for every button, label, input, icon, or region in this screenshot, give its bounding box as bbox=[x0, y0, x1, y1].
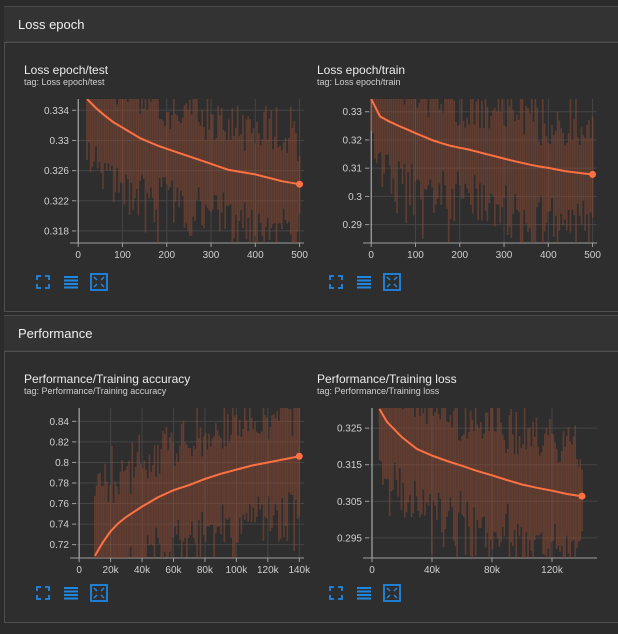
y-tick-label: 0.305 bbox=[337, 497, 362, 508]
y-tick-label: 0.82 bbox=[50, 437, 70, 448]
y-tick-label: 0.8 bbox=[55, 458, 69, 469]
section-header-performance[interactable]: Performance bbox=[4, 315, 618, 351]
fit-domain-icon[interactable] bbox=[90, 584, 108, 602]
x-tick-label: 0 bbox=[368, 250, 374, 261]
chart-training-loss[interactable]: 0.295 0.305 0.315 0.325 0 40k 80k 120k bbox=[317, 402, 607, 580]
chart-loss-epoch-test[interactable]: 0.318 0.322 0.326 0.33 0.334 0 100 200 300 400 500 bbox=[24, 93, 314, 265]
x-tick-label: 200 bbox=[158, 250, 175, 261]
series-end-point bbox=[295, 452, 303, 460]
series-end-point bbox=[578, 492, 586, 500]
chart-toolbar bbox=[327, 584, 401, 602]
card-tag: tag: Loss epoch/test bbox=[24, 77, 105, 87]
y-tick-label: 0.31 bbox=[343, 164, 363, 175]
x-tick-label: 300 bbox=[203, 250, 220, 261]
list-icon[interactable] bbox=[62, 584, 80, 602]
fullscreen-icon[interactable] bbox=[34, 273, 52, 291]
y-tick-label: 0.315 bbox=[337, 460, 362, 471]
y-tick-label: 0.32 bbox=[343, 135, 363, 146]
y-tick-label: 0.318 bbox=[44, 226, 69, 237]
y-tick-label: 0.326 bbox=[44, 166, 69, 177]
section-body-performance: Performance/Training accuracy tag: Perfo… bbox=[4, 351, 618, 623]
fullscreen-icon[interactable] bbox=[327, 584, 345, 602]
raw-data-band bbox=[86, 99, 301, 243]
y-tick-label: 0.76 bbox=[50, 499, 70, 510]
y-tick-label: 0.325 bbox=[337, 424, 362, 435]
x-tick-label: 100 bbox=[407, 250, 424, 261]
x-tick-label: 100 bbox=[114, 250, 131, 261]
section-body-loss-epoch: Loss epoch/test tag: Loss epoch/test 0.3… bbox=[4, 42, 618, 312]
x-tick-label: 120k bbox=[541, 565, 564, 576]
fullscreen-icon[interactable] bbox=[327, 273, 345, 291]
card-title: Loss epoch/test bbox=[24, 63, 109, 77]
list-icon[interactable] bbox=[355, 584, 373, 602]
y-tick-label: 0.322 bbox=[44, 196, 69, 207]
y-tick-label: 0.74 bbox=[50, 520, 70, 531]
y-tick-label: 0.3 bbox=[348, 192, 362, 203]
chart-training-accuracy[interactable]: 0.72 0.74 0.76 0.78 0.8 0.82 0.84 0 20k 40k 60k 80k… bbox=[24, 402, 314, 580]
series-end-point bbox=[296, 180, 304, 188]
fullscreen-icon[interactable] bbox=[34, 584, 52, 602]
fit-domain-icon[interactable] bbox=[383, 584, 401, 602]
raw-data-band bbox=[370, 99, 594, 243]
y-tick-label: 0.334 bbox=[44, 106, 69, 117]
card-tag: tag: Loss epoch/train bbox=[317, 77, 401, 87]
y-tick-label: 0.72 bbox=[50, 540, 70, 551]
series-line bbox=[378, 408, 583, 498]
section-title: Performance bbox=[18, 326, 93, 341]
y-tick-label: 0.295 bbox=[337, 533, 362, 544]
x-tick-label: 20k bbox=[103, 565, 120, 576]
y-tick-label: 0.33 bbox=[50, 136, 70, 147]
x-tick-label: 0 bbox=[369, 565, 375, 576]
x-tick-label: 120k bbox=[257, 565, 280, 576]
y-tick-label: 0.33 bbox=[343, 107, 363, 118]
series-line bbox=[86, 99, 300, 186]
series-line bbox=[94, 455, 300, 557]
list-icon[interactable] bbox=[355, 273, 373, 291]
x-tick-label: 0 bbox=[75, 250, 81, 261]
x-tick-label: 500 bbox=[291, 250, 308, 261]
chart-toolbar bbox=[34, 273, 108, 291]
card-title: Performance/Training accuracy bbox=[24, 372, 191, 386]
list-icon[interactable] bbox=[62, 273, 80, 291]
x-tick-label: 300 bbox=[496, 250, 513, 261]
x-tick-label: 140k bbox=[288, 565, 311, 576]
series-end-point bbox=[589, 170, 597, 178]
card-tag: tag: Performance/Training accuracy bbox=[24, 386, 167, 396]
chart-toolbar bbox=[327, 273, 401, 291]
x-tick-label: 100k bbox=[226, 565, 249, 576]
x-tick-label: 400 bbox=[540, 250, 557, 261]
chart-toolbar bbox=[34, 584, 108, 602]
x-tick-label: 40k bbox=[134, 565, 151, 576]
x-tick-label: 500 bbox=[584, 250, 601, 261]
x-tick-label: 40k bbox=[424, 565, 441, 576]
y-tick-label: 0.84 bbox=[50, 417, 70, 428]
section-header-loss-epoch[interactable]: Loss epoch bbox=[4, 6, 618, 42]
card-tag: tag: Performance/Training loss bbox=[317, 386, 440, 396]
x-tick-label: 80k bbox=[197, 565, 214, 576]
y-tick-label: 0.29 bbox=[343, 220, 363, 231]
section-title: Loss epoch bbox=[18, 17, 85, 32]
x-tick-label: 200 bbox=[451, 250, 468, 261]
card-title: Performance/Training loss bbox=[317, 372, 457, 386]
series-line bbox=[370, 99, 593, 176]
x-tick-label: 80k bbox=[484, 565, 501, 576]
x-tick-label: 0 bbox=[76, 565, 82, 576]
fit-domain-icon[interactable] bbox=[90, 273, 108, 291]
card-title: Loss epoch/train bbox=[317, 63, 406, 77]
chart-loss-epoch-train[interactable]: 0.29 0.3 0.31 0.32 0.33 0 100 200 300 400 500 bbox=[317, 93, 607, 265]
y-tick-label: 0.78 bbox=[50, 479, 70, 490]
x-tick-label: 400 bbox=[247, 250, 264, 261]
raw-data-band bbox=[94, 408, 301, 558]
fit-domain-icon[interactable] bbox=[383, 273, 401, 291]
x-tick-label: 60k bbox=[165, 565, 182, 576]
